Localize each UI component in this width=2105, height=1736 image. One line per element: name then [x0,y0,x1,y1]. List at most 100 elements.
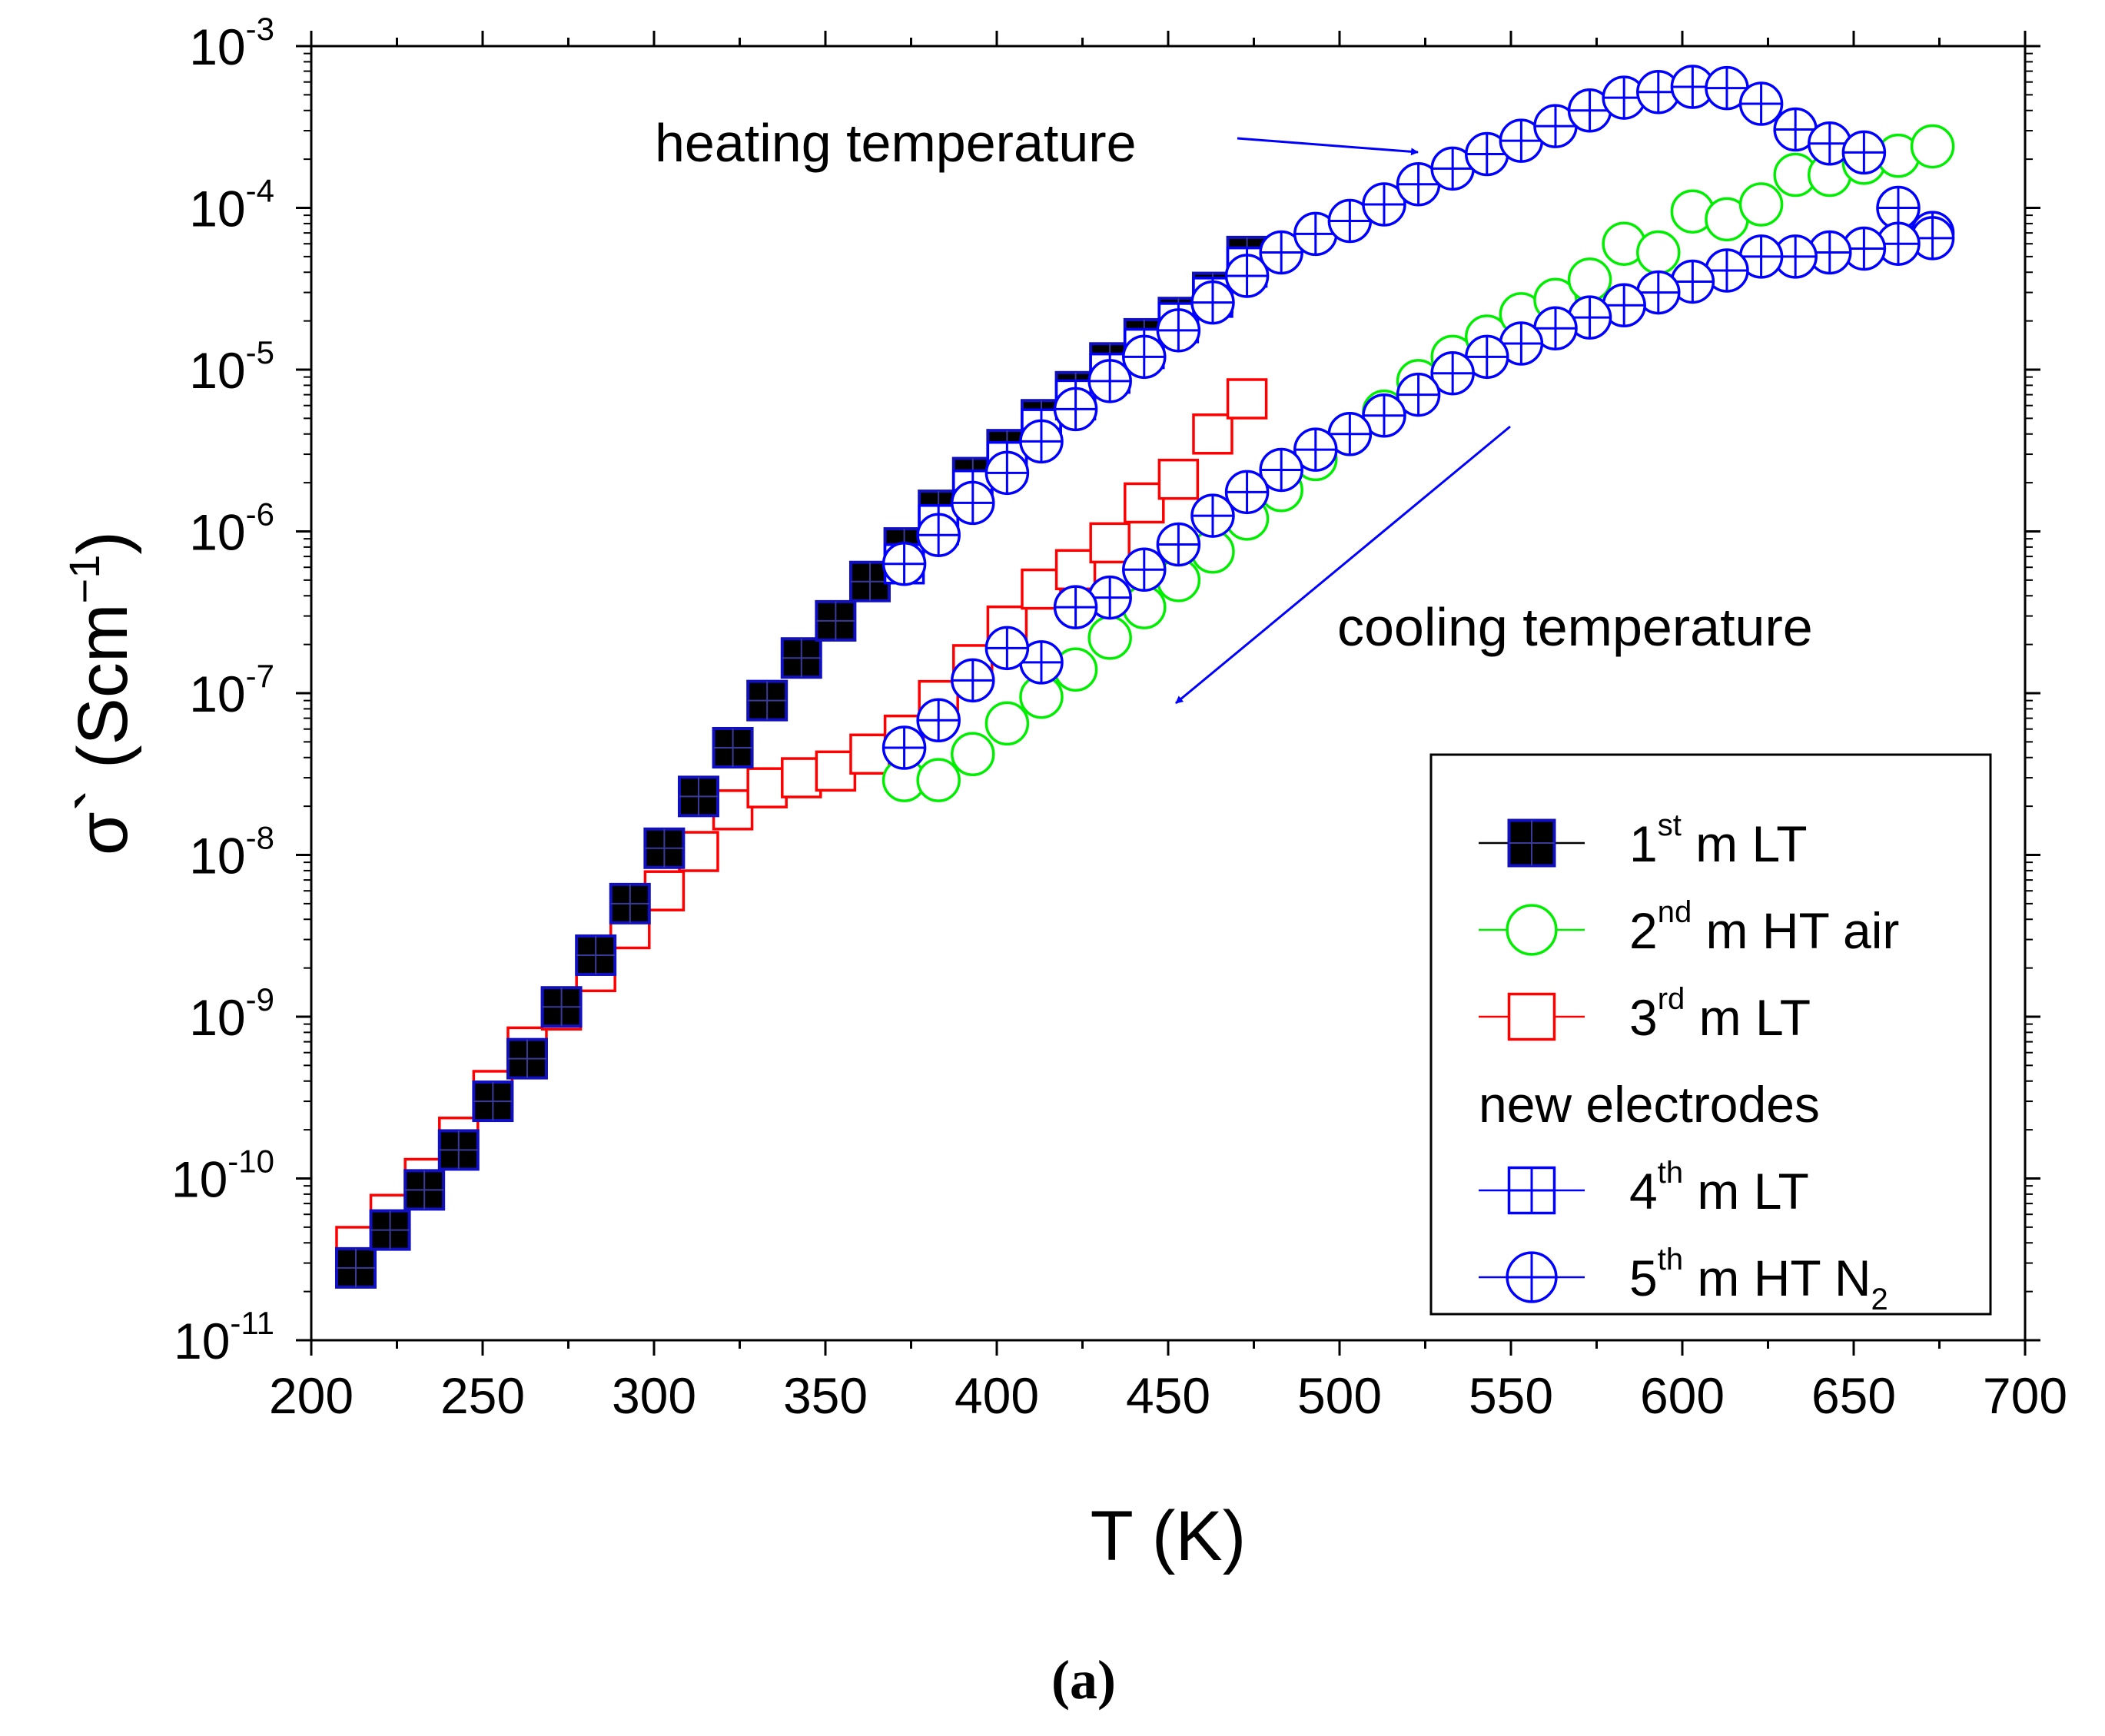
data-point [1122,547,1167,592]
data-point [643,870,686,911]
heating-arrow [1237,137,1419,156]
data-point [1465,334,1509,380]
x-tick-label: 600 [1640,1367,1725,1424]
data-point [916,758,961,802]
data-point [1507,1166,1556,1215]
data-point [746,767,788,808]
data-point [1507,818,1556,868]
data-point [678,831,719,872]
data-point [1190,280,1235,325]
data-point [1019,640,1064,685]
annotation-heating: heating temperature [655,113,1137,173]
x-tick-label: 300 [612,1367,696,1424]
legend: 1st m LT 2nd m HT air 3rd m LT new electrod… [1429,753,1992,1316]
data-point [1053,585,1098,629]
data-point [746,679,789,722]
data-point [1192,413,1233,455]
data-point [984,450,1030,496]
data-point [1259,230,1303,275]
data-series [334,65,1955,1289]
data-point [1738,81,1784,126]
data-point [1190,493,1235,538]
data-point [1841,130,1887,175]
data-point [1327,412,1373,456]
legend-label: 4th m LT [1629,1156,1809,1220]
data-point [781,757,822,798]
data-point [677,775,719,818]
data-point [1430,350,1475,396]
axis-ticks: 200 250 300 350 400 450 500 550 600 650 700 10-3 10-… [171,11,2067,1424]
data-point [1910,124,1955,169]
data-point [643,827,686,869]
data-point [1636,70,1681,115]
data-point [1362,393,1406,438]
data-point [1567,257,1612,302]
legend-entry: 4th m LT [1479,1156,1809,1220]
data-point [815,599,857,642]
data-point [506,1037,548,1080]
x-tick-label: 550 [1469,1367,1553,1424]
data-point [472,1080,514,1123]
series-s5b [882,216,1955,770]
legend-entry: 3rd m LT [1479,982,1811,1046]
legend-label: new electrodes [1479,1076,1820,1133]
y-tick-label: 10-4 [189,173,274,237]
y-tick-label: 10-7 [189,658,274,722]
y-tick-label: 10-9 [189,981,274,1046]
x-tick-label: 350 [783,1367,868,1424]
legend-entry: new electrodes [1479,1076,1820,1133]
data-point [1670,259,1715,304]
data-point [1636,270,1681,315]
data-point [1362,182,1406,227]
data-point [984,626,1030,671]
data-point [951,732,995,777]
data-point [951,480,995,526]
data-point [1636,230,1681,275]
data-point [1124,482,1165,524]
data-point [1259,447,1303,493]
y-tick-label: 10-6 [189,496,274,561]
data-point [1019,419,1064,464]
data-point [780,637,822,679]
data-point [1507,992,1556,1041]
data-point [951,658,995,703]
legend-entry: 1st m LT [1479,808,1808,872]
data-point [1533,306,1578,351]
plot-frame [310,45,2027,1342]
data-point [882,725,927,770]
data-point [1224,470,1270,515]
y-tick-label: 10-8 [189,820,274,885]
annotation-cooling: cooling temperature [1337,597,1813,657]
data-point [1567,88,1612,133]
data-point [1293,427,1338,472]
x-tick-label: 200 [269,1367,354,1424]
x-tick-label: 250 [440,1367,525,1424]
data-point [1396,372,1441,417]
data-point [815,750,857,792]
data-point [369,1209,411,1251]
data-point [916,513,961,557]
data-point [1738,182,1784,227]
data-point [1089,522,1131,564]
legend-label: 3rd m LT [1629,982,1811,1046]
data-point [1224,254,1270,298]
data-point [1327,198,1373,244]
x-tick-label: 400 [955,1367,1039,1424]
data-point [1157,458,1200,500]
data-point [540,986,583,1028]
x-tick-label: 650 [1811,1367,1896,1424]
data-point [1087,616,1132,660]
data-point [1156,522,1201,567]
x-axis-label: T (K) [1091,1497,1247,1575]
legend-label: 1st m LT [1629,808,1808,872]
data-point [403,1169,446,1211]
data-point [1705,65,1749,111]
data-point [575,934,617,976]
figure-caption: (a) [1051,1649,1116,1711]
data-point [1226,378,1268,420]
x-tick-label: 700 [1983,1367,2067,1424]
legend-label: 5th m HT N2 [1629,1243,1888,1316]
y-axis-label: σ` (Scm−1) [60,531,142,855]
data-point [1567,295,1612,340]
